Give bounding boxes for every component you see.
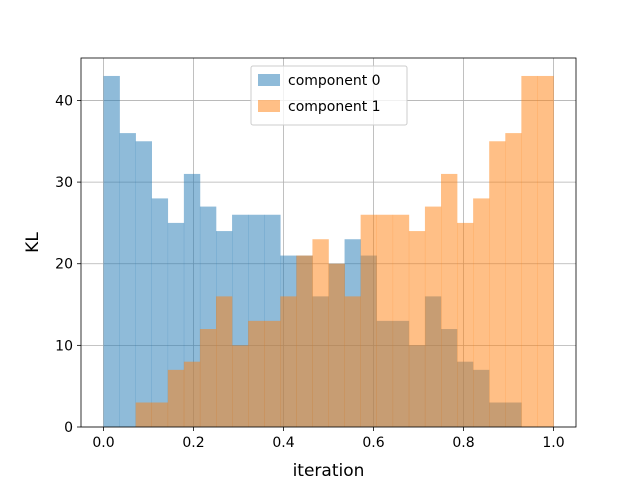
bar-series-1 [392, 214, 410, 427]
bar-series-0 [151, 198, 169, 427]
bar-series-0 [119, 133, 136, 427]
bar-series-1 [344, 296, 361, 427]
bar-series-1 [151, 402, 169, 427]
bar-series-1 [424, 206, 442, 427]
bar-series-0 [103, 75, 120, 427]
bar-series-1 [521, 75, 538, 427]
x-tick-label: 0.6 [362, 435, 384, 451]
bar-series-1 [537, 75, 554, 427]
bar-series-1 [199, 329, 217, 427]
bar-series-1 [264, 320, 281, 427]
plot-frame [80, 57, 577, 428]
bar-series-1 [312, 239, 329, 427]
y-axis-label: KL [23, 232, 43, 253]
legend-swatch [258, 100, 280, 112]
bar-series-1 [167, 369, 185, 427]
bar-series-0 [135, 141, 152, 428]
bar-series-1 [457, 222, 474, 427]
x-tick-label: 0.4 [272, 435, 294, 451]
bar-series-1 [296, 255, 313, 427]
bars [103, 75, 554, 428]
legend-label: component 0 [288, 73, 381, 89]
bar-series-1 [408, 231, 426, 427]
y-tick-label: 40 [55, 93, 73, 109]
x-tick-label: 1.0 [542, 435, 564, 451]
bar-series-1 [135, 402, 152, 427]
y-tick-label: 0 [64, 420, 73, 436]
legend: component 0 component 1 [250, 65, 408, 126]
bar-series-1 [248, 320, 265, 427]
bar-series-1 [232, 345, 249, 427]
x-axis-label: iteration [293, 461, 365, 480]
legend-swatch [258, 74, 280, 86]
bar-series-1 [489, 141, 506, 428]
bar-series-1 [505, 133, 522, 427]
bar-series-1 [473, 198, 490, 427]
bar-series-1 [183, 361, 201, 427]
y-tick-label: 20 [55, 257, 73, 273]
bar-series-1 [280, 296, 297, 427]
x-tick-label: 0.2 [182, 435, 204, 451]
legend-label: component 1 [288, 99, 381, 115]
legend-box [250, 65, 408, 126]
bar-series-1 [376, 214, 394, 427]
y-tick-label: 10 [55, 338, 73, 354]
bar-series-1 [360, 214, 377, 427]
ticks: 0.0 0.2 0.4 0.6 0.8 1.0 0 10 20 30 40 [55, 93, 564, 451]
bar-series-1 [441, 173, 458, 427]
x-tick-label: 0.8 [452, 435, 474, 451]
bar-series-1 [328, 263, 345, 427]
x-tick-label: 0.0 [92, 435, 114, 451]
y-tick-label: 30 [55, 175, 73, 191]
bar-series-1 [216, 296, 233, 427]
